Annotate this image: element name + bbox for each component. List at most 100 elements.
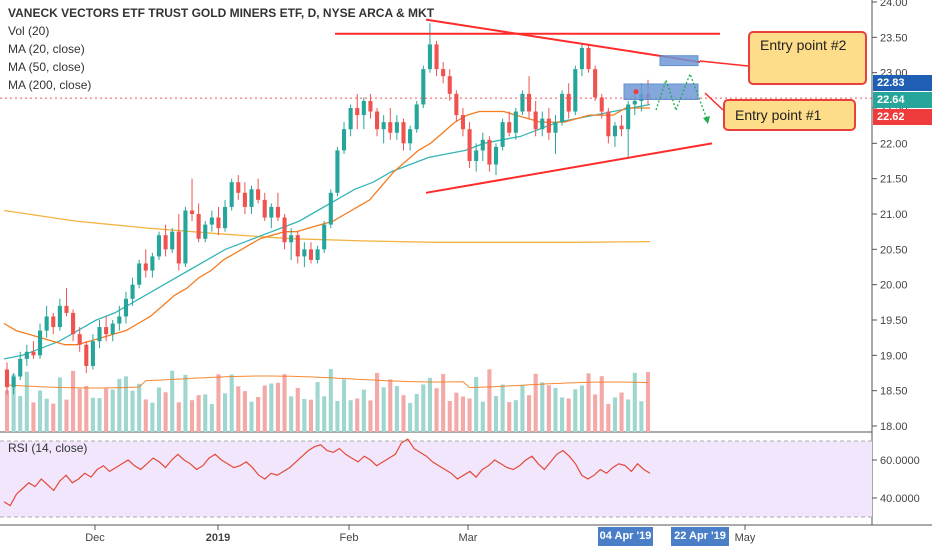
volume-bar <box>381 387 386 432</box>
volume-bar <box>223 393 228 432</box>
candle-body <box>269 206 274 218</box>
volume-bar <box>421 384 426 432</box>
candle-body <box>295 235 300 257</box>
candle-body <box>77 334 82 345</box>
volume-bar <box>322 396 327 432</box>
volume-bar <box>375 372 380 432</box>
ma200-line <box>3 209 651 243</box>
volume-bar <box>24 371 29 432</box>
entry-zone-2 <box>659 55 699 67</box>
candle-body <box>335 150 340 193</box>
volume-bar <box>37 390 43 432</box>
volume-bar <box>269 383 274 432</box>
candle-body <box>322 224 327 250</box>
volume-bar <box>414 393 419 432</box>
candle-body <box>328 192 333 225</box>
candle-body <box>368 100 373 112</box>
volume-bar <box>57 377 62 432</box>
candle-body <box>593 69 598 98</box>
candle-body <box>18 358 23 377</box>
legend-ma20: MA (20, close) <box>8 42 85 56</box>
volume-bar <box>216 374 221 432</box>
candle-body <box>487 139 492 165</box>
candle-body <box>24 351 29 359</box>
y-tick-label: 22.00 <box>880 138 908 150</box>
volume-bar <box>71 370 76 432</box>
volume-bar <box>150 402 155 432</box>
callout-entry1: Entry point #1 <box>723 99 856 131</box>
rsi-line <box>3 438 651 507</box>
volume-bar <box>388 379 393 432</box>
candle-body <box>104 327 109 335</box>
volume-bar <box>170 370 175 432</box>
volume-bar <box>500 384 505 432</box>
projection-path-1 <box>655 77 677 111</box>
x-tick-label: May <box>735 532 756 544</box>
y-tick-label: 18.00 <box>880 421 908 433</box>
volume-bar <box>408 402 413 432</box>
time-tag-22-apr: 22 Apr '19 <box>671 527 729 546</box>
y-tick-label: 18.50 <box>880 386 908 398</box>
volume-bar <box>51 403 56 432</box>
volume-bar <box>460 396 466 432</box>
candle-body <box>130 284 135 299</box>
price-tag-22-62: 22.62 <box>873 109 932 125</box>
volume-bar <box>533 373 538 432</box>
y-tick-label: 19.50 <box>880 315 908 327</box>
candle-body <box>64 305 69 313</box>
volume-bar <box>586 373 591 432</box>
volume-bar <box>348 400 353 432</box>
callout-pointer-1 <box>704 92 724 111</box>
callout-pointer-2 <box>699 60 749 67</box>
volume-bar <box>394 386 399 432</box>
y-tick-label: 20.50 <box>880 244 908 256</box>
candle-body <box>249 189 254 207</box>
candle-body <box>256 189 261 200</box>
candle-body <box>474 150 479 161</box>
candle-body <box>37 330 43 356</box>
candle-body <box>361 100 366 116</box>
volume-bar <box>520 384 525 432</box>
rsi-tick-label: 40.0000 <box>880 493 920 505</box>
candle-body <box>553 122 558 133</box>
volume-bar <box>487 369 492 432</box>
candle-body <box>196 214 201 239</box>
volume-bar <box>361 389 366 432</box>
volume-bar <box>104 388 109 432</box>
candle-body <box>533 111 538 130</box>
candle-body <box>619 125 624 130</box>
candle-body <box>566 93 571 112</box>
volume-bar <box>368 400 373 432</box>
price-pane-bg <box>0 0 872 432</box>
volume-bar <box>242 391 247 432</box>
projection-path-2 <box>675 72 709 123</box>
candle-body <box>381 122 386 130</box>
candle-body <box>546 118 551 133</box>
candle-body <box>401 122 406 144</box>
trendline-falling <box>425 18 701 64</box>
candle-body <box>156 235 162 257</box>
candle-body <box>408 129 413 144</box>
volume-bar <box>553 387 558 432</box>
candle-body <box>262 199 267 218</box>
candle-body <box>242 192 247 207</box>
volume-bar <box>31 402 36 432</box>
volume-bar <box>196 395 201 432</box>
candle-body <box>375 111 380 130</box>
y-tick-label: 21.00 <box>880 209 908 221</box>
candle-body <box>302 249 307 257</box>
volume-bar <box>302 399 307 432</box>
candle-body <box>599 97 604 112</box>
volume-bar <box>249 401 254 432</box>
candle-body <box>110 323 115 335</box>
candle-body <box>507 122 512 133</box>
legend-ma50: MA (50, close) <box>8 60 85 74</box>
candle-body <box>586 47 591 70</box>
candle-body <box>282 217 287 243</box>
volume-bar <box>84 385 89 432</box>
volume-bar <box>619 392 624 432</box>
volume-bar <box>441 374 446 432</box>
trendline-support <box>425 142 713 194</box>
candle-body <box>626 104 631 130</box>
